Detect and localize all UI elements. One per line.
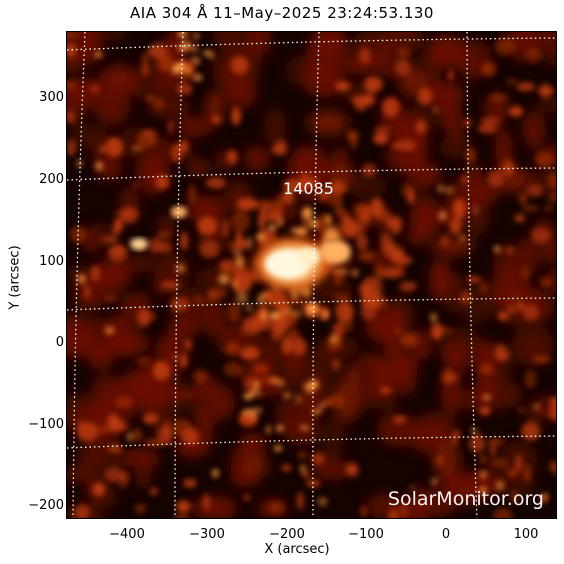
coordinate-grid [67,32,556,518]
x-tick-label: −400 [109,527,145,542]
y-tick-label: −200 [28,498,64,513]
image-title: AIA 304 Å 11–May–2025 23:24:53.130 [130,4,434,22]
x-tick-label: −200 [269,527,305,542]
x-tick-label: −300 [189,527,225,542]
x-tick-label: −100 [348,527,384,542]
y-tick-label: 100 [39,254,64,269]
y-tick-label: 200 [39,172,64,187]
active-region-label: 14085 [283,179,334,198]
solar-emission-map [67,32,556,518]
y-tick-label: 300 [39,90,64,105]
y-tick-label: 0 [55,335,64,350]
solar-image: 14085 SolarMonitor.org [66,31,557,519]
y-axis-label: Y (arcsec) [7,245,23,310]
watermark-logo: SolarMonitor.org [387,488,544,510]
x-tick-label: 0 [441,527,451,542]
x-axis-label: X (arcsec) [264,542,330,557]
y-tick-label: −100 [28,417,64,432]
x-tick-label: 100 [513,527,539,542]
